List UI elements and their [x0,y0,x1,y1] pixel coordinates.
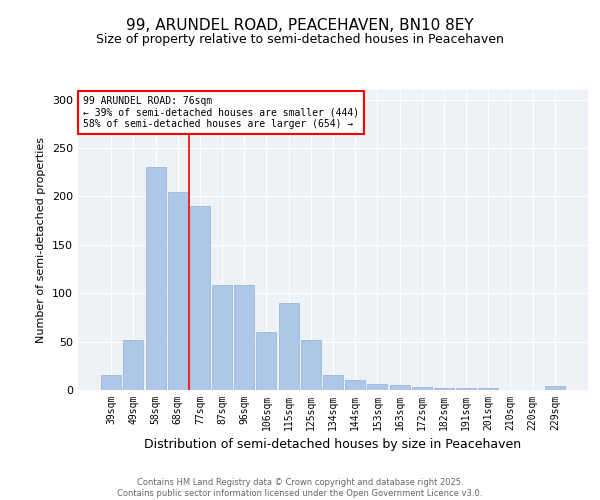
Bar [412,387,432,390]
Bar [434,388,454,390]
Bar [323,376,343,390]
Y-axis label: Number of semi-detached properties: Number of semi-detached properties [37,137,46,343]
Bar [101,376,121,390]
Bar [456,388,476,390]
Bar [234,286,254,390]
Bar [190,206,210,390]
Bar [212,286,232,390]
Bar [345,380,365,390]
Text: Size of property relative to semi-detached houses in Peacehaven: Size of property relative to semi-detach… [96,32,504,46]
Bar [545,386,565,390]
X-axis label: Distribution of semi-detached houses by size in Peacehaven: Distribution of semi-detached houses by … [145,438,521,452]
Bar [168,192,188,390]
Bar [124,340,143,390]
Bar [478,388,498,390]
Bar [389,385,410,390]
Bar [367,384,388,390]
Bar [301,340,321,390]
Bar [278,303,299,390]
Bar [146,168,166,390]
Bar [256,332,277,390]
Text: Contains HM Land Registry data © Crown copyright and database right 2025.
Contai: Contains HM Land Registry data © Crown c… [118,478,482,498]
Text: 99 ARUNDEL ROAD: 76sqm
← 39% of semi-detached houses are smaller (444)
58% of se: 99 ARUNDEL ROAD: 76sqm ← 39% of semi-det… [83,96,359,129]
Text: 99, ARUNDEL ROAD, PEACEHAVEN, BN10 8EY: 99, ARUNDEL ROAD, PEACEHAVEN, BN10 8EY [126,18,474,32]
